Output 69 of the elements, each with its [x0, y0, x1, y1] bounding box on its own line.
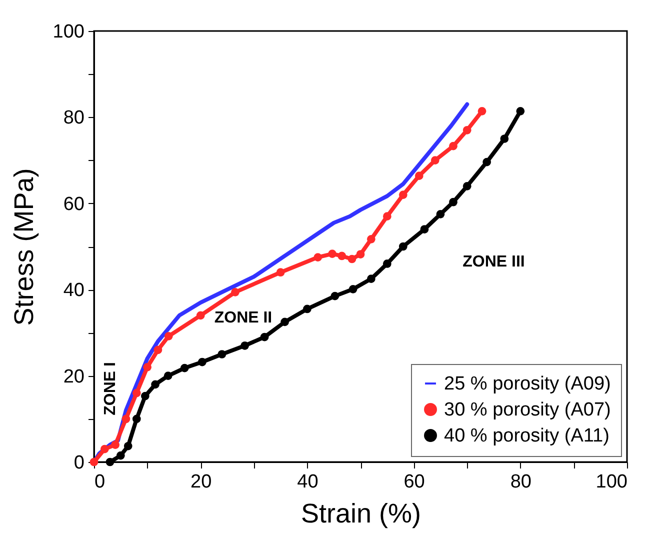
point: [124, 442, 132, 450]
point: [482, 158, 492, 166]
point: [111, 440, 120, 449]
point: [348, 284, 358, 294]
point: [500, 134, 509, 143]
y-tick-label: 80: [63, 108, 84, 129]
point: [240, 341, 250, 350]
x-tick-label: 40: [297, 472, 318, 492]
x-axis-title: Strain (%): [300, 498, 422, 528]
point: [151, 380, 160, 389]
point: [436, 210, 445, 218]
x-tick-label: 80: [510, 472, 532, 492]
point: [180, 364, 189, 372]
point: [196, 311, 205, 320]
point: [382, 260, 392, 268]
x-tick-label: 0: [94, 472, 106, 492]
point: [303, 304, 312, 314]
y-tick-label: 60: [63, 194, 84, 215]
point: [382, 212, 392, 221]
legend-label: 40 % porosity (A11): [444, 426, 610, 446]
point: [314, 253, 322, 262]
point: [164, 372, 172, 380]
point: [330, 292, 340, 300]
y-tick-label: 40: [63, 280, 84, 302]
point: [218, 350, 226, 358]
point: [366, 235, 376, 244]
point: [462, 182, 472, 190]
x-tick-label: 100: [596, 472, 628, 492]
point: [398, 242, 408, 251]
point: [276, 268, 285, 277]
point: [280, 318, 289, 326]
point: [106, 458, 114, 466]
point: [414, 172, 424, 180]
point: [100, 444, 109, 454]
legend-label: 25 % porosity (A09): [444, 374, 611, 394]
point: [116, 451, 125, 460]
point: [198, 358, 206, 366]
y-axis-title: Stress (MPa): [8, 168, 39, 326]
point: [462, 126, 472, 134]
point: [140, 392, 150, 400]
point: [420, 225, 429, 234]
point: [449, 142, 458, 150]
point: [164, 332, 173, 340]
y-tick-label: 20: [63, 366, 84, 388]
point: [356, 250, 365, 258]
point: [430, 156, 440, 164]
point: [132, 388, 141, 398]
point: [231, 288, 240, 296]
point: [348, 254, 356, 264]
annotation: ZONE III: [462, 254, 525, 271]
point: [449, 198, 458, 206]
point: [143, 363, 152, 372]
x-tick-label: 20: [190, 472, 212, 492]
y-tick-label: 0: [74, 452, 84, 474]
point: [122, 414, 130, 424]
point: [328, 250, 336, 258]
x-tick-label: 60: [404, 472, 425, 492]
point: [398, 190, 408, 199]
annotation: ZONE I: [102, 362, 119, 416]
point: [516, 106, 525, 116]
point: [478, 106, 486, 116]
point: [154, 346, 162, 354]
point: [260, 332, 269, 342]
annotation: ZONE II: [214, 310, 272, 327]
legend-label: 30 % porosity (A07): [444, 400, 611, 420]
point: [366, 274, 376, 283]
point: [338, 252, 346, 260]
point: [132, 414, 141, 424]
y-tick-label: 100: [52, 22, 84, 42]
